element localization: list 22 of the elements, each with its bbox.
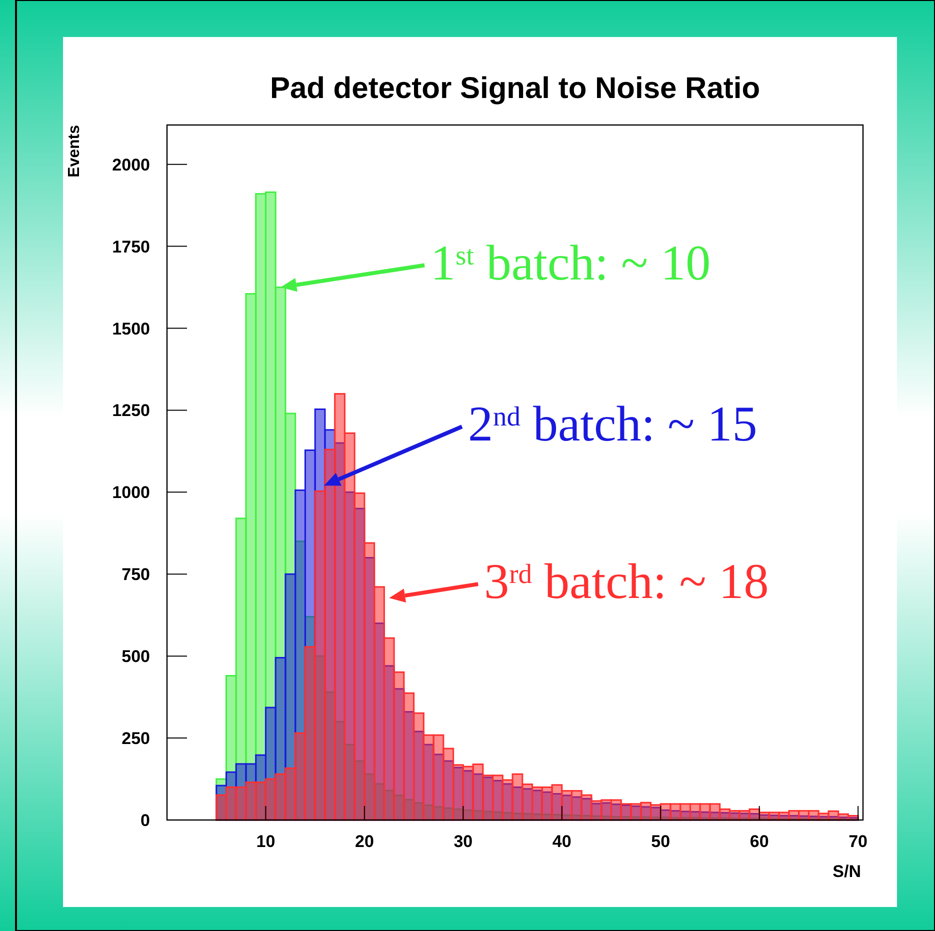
annotation: 1$^{st}$ batch: ~ 10 (430, 234, 711, 290)
annotation: 3$^{rd}$ batch: ~ 18 (484, 553, 769, 610)
x-tick-label: 30 (454, 832, 473, 851)
chart-title: Pad detector Signal to Noise Ratio (270, 72, 760, 105)
annotation: 2$^{nd}$ batch: ~ 15 (468, 396, 758, 452)
y-tick-label: 250 (122, 729, 150, 748)
x-tick-label: 70 (848, 832, 868, 851)
x-tick-label: 60 (750, 832, 769, 851)
y-tick-label: 0 (140, 811, 150, 830)
y-tick-label: 1000 (112, 483, 150, 502)
x-tick-label: 10 (256, 832, 276, 851)
y-tick-label: 1250 (112, 401, 150, 420)
x-tick-label: 40 (552, 832, 572, 851)
x-tick-label: 50 (651, 832, 670, 851)
y-tick-label: 1500 (112, 319, 150, 338)
x-tick-label: 20 (354, 832, 374, 851)
y-tick-label: 2000 (112, 155, 150, 174)
y-tick-label: 1750 (112, 237, 150, 256)
x-axis-title: S/N (832, 862, 861, 881)
y-tick-label: 500 (122, 647, 150, 666)
y-tick-label: 750 (122, 565, 150, 584)
y-axis-title: Events (66, 124, 83, 178)
